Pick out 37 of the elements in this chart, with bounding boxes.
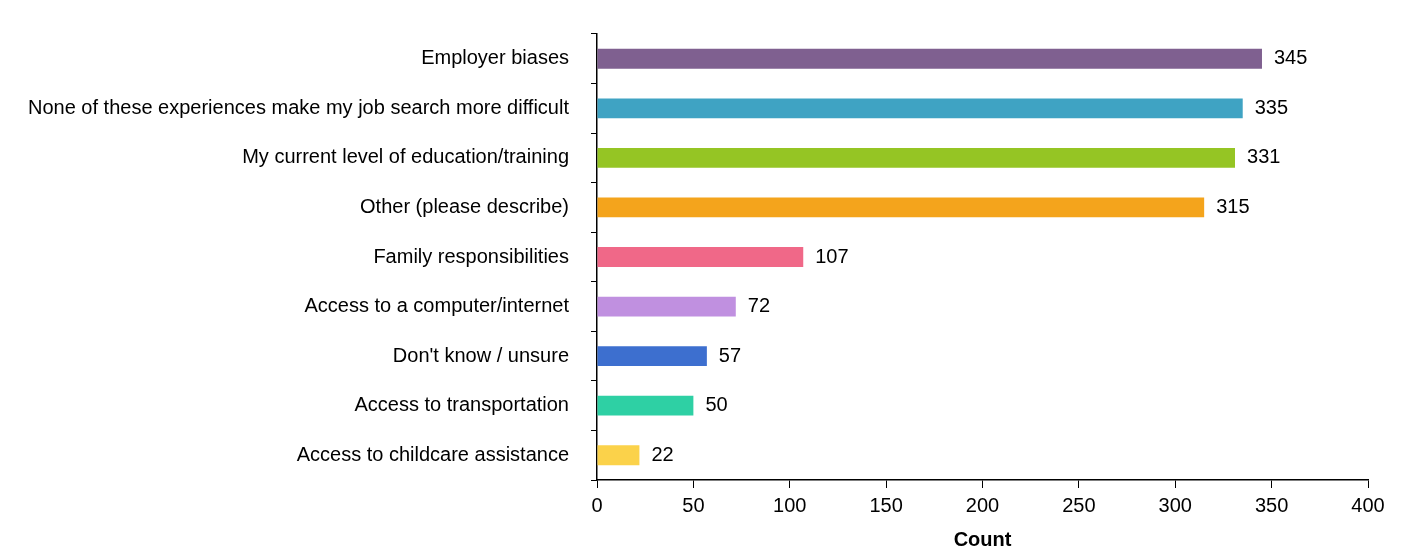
bar <box>597 247 804 267</box>
data-label: 345 <box>1273 46 1308 69</box>
y-tick-label: My current level of education/training <box>242 145 570 168</box>
data-label: 335 <box>1254 95 1289 118</box>
x-tick-label: 150 <box>869 493 903 516</box>
y-tick-label: None of these experiences make my job search more difficult <box>27 95 570 118</box>
x-axis-title: Count <box>953 527 1012 550</box>
data-label: 57 <box>718 343 742 366</box>
data-label: 72 <box>747 294 771 317</box>
x-tick-label: 400 <box>1351 493 1385 516</box>
x-tick-label: 350 <box>1254 493 1289 516</box>
x-tick-label: 250 <box>1062 493 1096 516</box>
x-tick-label: 300 <box>1158 493 1192 516</box>
bar <box>597 147 1235 168</box>
bar <box>597 98 1243 119</box>
y-tick-label: Don't know / unsure <box>392 343 570 366</box>
bar <box>597 197 1205 218</box>
data-label: 107 <box>815 244 849 267</box>
data-label: 22 <box>651 442 674 465</box>
bar <box>597 346 707 367</box>
x-tick-label: 50 <box>682 493 705 516</box>
y-tick-label: Family responsibilities <box>373 244 570 267</box>
bar <box>597 445 640 466</box>
x-tick-label: 200 <box>965 493 1000 516</box>
y-tick-label: Access to transportation <box>354 393 570 416</box>
y-tick-label: Access to a computer/internet <box>304 294 570 317</box>
y-tick-label: Other (please describe) <box>360 194 570 217</box>
y-tick-label: Access to childcare assistance <box>296 442 570 465</box>
data-label: 50 <box>705 393 728 416</box>
data-label: 315 <box>1216 194 1250 217</box>
bar <box>597 48 1262 69</box>
bar <box>597 395 694 416</box>
x-tick-label: 0 <box>591 493 603 516</box>
y-tick-label: Employer biases <box>421 46 570 69</box>
data-label: 331 <box>1247 145 1281 168</box>
x-tick-label: 100 <box>773 493 807 516</box>
bar <box>597 296 736 317</box>
